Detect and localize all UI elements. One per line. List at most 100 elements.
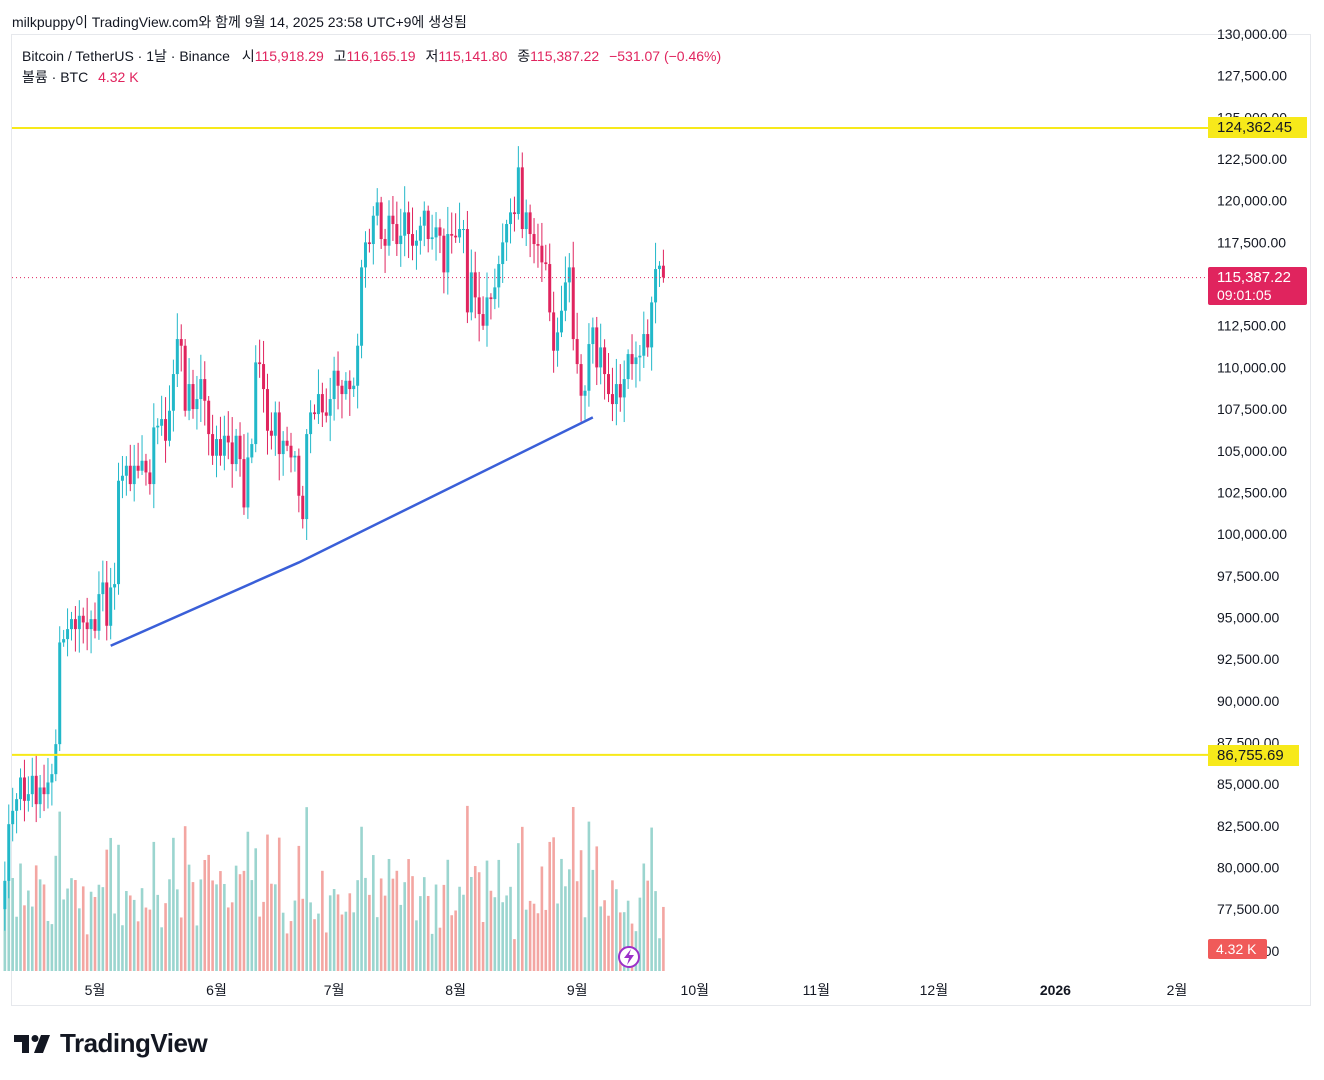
time-axis[interactable]: 5월 6월 7월 8월 9월 10월 11월 12월 2026 2월: [85, 982, 1188, 998]
volume-bar: [125, 891, 128, 971]
volume-bar: [477, 872, 481, 971]
volume-bar: [160, 927, 163, 971]
candle-body: [571, 267, 575, 340]
candle-body: [567, 267, 571, 283]
candle-body: [367, 242, 371, 245]
legend-row-ohlc: Bitcoin / TetherUS · 1날 · Binance 시115,9…: [22, 46, 721, 67]
candle-body: [89, 619, 93, 630]
volume-bar: [277, 837, 281, 971]
volume-bar: [46, 920, 50, 971]
candle-body: [591, 327, 595, 345]
volume-bar: [254, 848, 258, 971]
volume-bar: [78, 908, 81, 971]
volume-bar: [587, 821, 591, 971]
legend-change-value: −531.07 (−0.46%): [609, 48, 722, 64]
candle-body: [305, 434, 309, 520]
volume-bar: [148, 909, 152, 971]
candle-body: [81, 615, 85, 623]
candle-body: [313, 412, 317, 415]
volume-bar: [30, 906, 34, 971]
candle-body: [277, 412, 281, 455]
candle-body: [215, 439, 219, 456]
x-tick-label: 10월: [681, 982, 709, 998]
trend-line[interactable]: [110, 416, 594, 647]
candle-body: [230, 442, 234, 465]
volume-bar: [250, 880, 254, 971]
volume-bar: [301, 898, 305, 971]
y-tick-label: 105,000.00: [1217, 443, 1287, 459]
volume-bar: [183, 826, 187, 971]
volume-bar: [450, 915, 454, 971]
candle-body: [191, 384, 195, 410]
price-axis[interactable]: 130,000.00127,500.00125,000.00122,500.00…: [1217, 26, 1287, 959]
volume-bar: [128, 895, 132, 971]
volume-bar: [281, 912, 285, 971]
y-tick-label: 85,000.00: [1217, 776, 1279, 792]
volume-bar: [524, 909, 528, 971]
x-tick-label: 2026: [1040, 982, 1071, 998]
volume-bar: [470, 876, 473, 971]
volume-bar: [646, 880, 650, 971]
legend-row-volume: 볼륨 · BTC 4.32 K: [22, 67, 721, 88]
legend-open-label: 시: [241, 48, 255, 64]
volume-bar: [85, 934, 89, 971]
candle-body: [211, 434, 215, 456]
volume-bar: [654, 891, 657, 971]
volume-bar: [607, 915, 610, 971]
volume-bar: [234, 865, 238, 971]
tradingview-logo[interactable]: TradingView: [14, 1028, 208, 1059]
tradingview-logo-text: TradingView: [60, 1028, 208, 1058]
volume-bar: [618, 912, 622, 971]
candle-body: [646, 334, 650, 348]
volume-bar: [121, 925, 124, 971]
volume-bar: [615, 889, 618, 971]
candle-body: [638, 355, 642, 358]
candle-body: [164, 419, 168, 441]
candle-body: [512, 212, 516, 215]
candle-body: [152, 427, 156, 485]
volume-bar: [658, 938, 661, 971]
candle-body: [450, 234, 454, 236]
candle-body: [391, 215, 395, 225]
chart-frame[interactable]: [11, 34, 1311, 1006]
candle-body: [113, 584, 117, 588]
volume-badge: 4.32 K: [1208, 939, 1267, 959]
candle-body: [34, 775, 38, 805]
volume-bar: [622, 912, 626, 971]
y-tick-label: 102,500.00: [1217, 484, 1287, 500]
volume-bar: [172, 837, 175, 971]
candle-body: [109, 587, 113, 626]
legend-low-value: 115,141.80: [438, 48, 508, 64]
volume-bar: [383, 895, 387, 971]
y-tick-label: 97,500.00: [1217, 568, 1279, 584]
volume-bar: [360, 826, 363, 971]
candle-body: [654, 269, 658, 303]
volume-bar: [317, 913, 320, 971]
candle-body: [234, 435, 238, 465]
candle-body: [375, 202, 379, 216]
candle-body: [360, 267, 364, 346]
volume-bar: [372, 855, 375, 971]
candle-body: [352, 385, 356, 390]
candle-body: [454, 235, 458, 238]
volume-bar: [105, 849, 109, 971]
candle-body: [97, 594, 101, 631]
lightning-icon[interactable]: [618, 946, 640, 968]
x-tick-label: 11월: [803, 982, 830, 998]
candle-body: [69, 619, 73, 630]
volume-bar: [520, 826, 524, 971]
candle-body: [309, 412, 313, 435]
volume-bar: [179, 917, 183, 971]
volume-bar: [493, 897, 497, 971]
candle-body: [222, 435, 226, 456]
legend-high-value: 116,165.19: [346, 48, 416, 64]
legend-symbol[interactable]: Bitcoin / TetherUS · 1날 · Binance: [22, 48, 230, 64]
candle-body: [3, 880, 7, 910]
volume-bar: [481, 922, 485, 971]
legend-volume-label[interactable]: 볼륨 · BTC: [22, 69, 89, 85]
y-tick-label: 122,500.00: [1217, 151, 1287, 167]
candle-body: [556, 332, 560, 351]
x-tick-label: 5월: [85, 982, 106, 998]
candle-body: [614, 384, 618, 405]
